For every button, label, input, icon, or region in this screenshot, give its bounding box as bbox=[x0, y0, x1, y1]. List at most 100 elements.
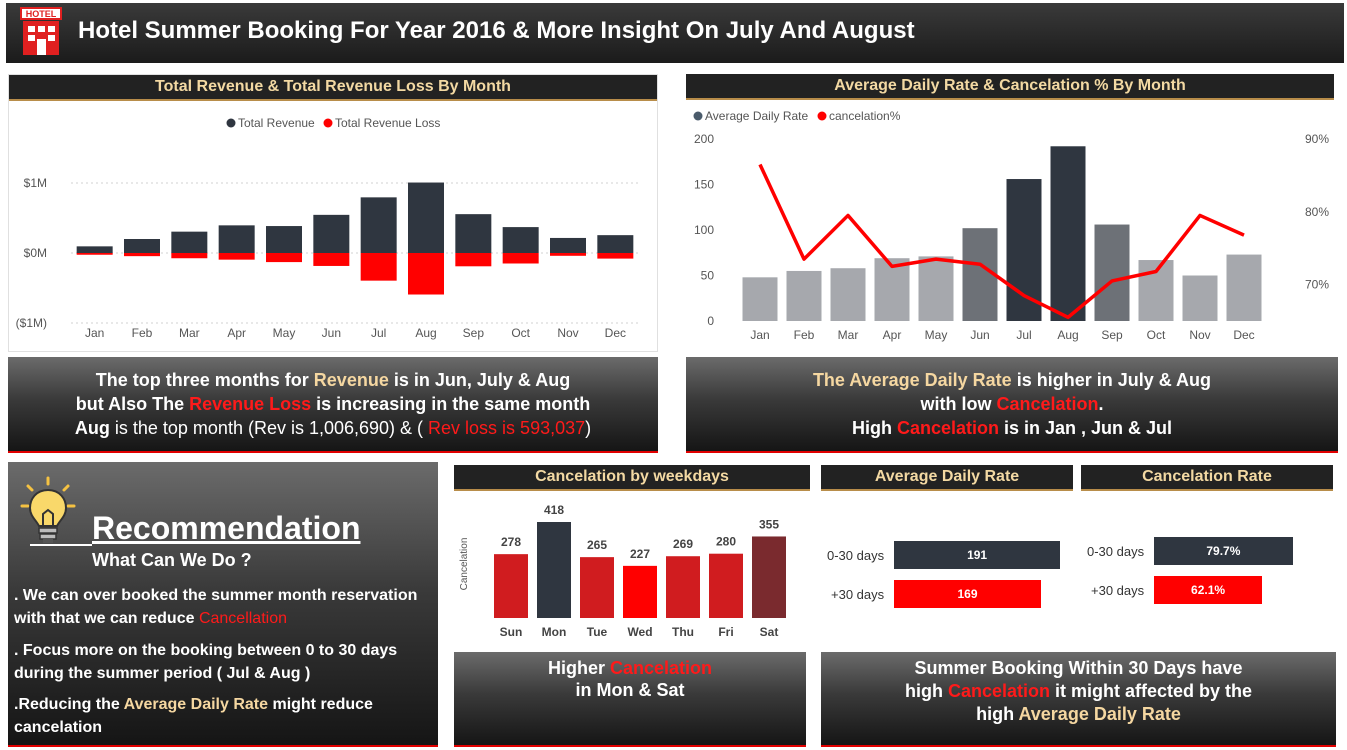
adr-bar-Dec bbox=[1226, 254, 1262, 321]
adr-xtick-Nov: Nov bbox=[1189, 328, 1210, 342]
page-title: Hotel Summer Booking For Year 2016 & Mor… bbox=[78, 17, 915, 44]
adr-y2tick-label: 80% bbox=[1305, 205, 1329, 219]
revenue-bar-Jul bbox=[360, 197, 397, 253]
adr-ytick-label: 0 bbox=[707, 314, 714, 328]
adr-xtick-Jun: Jun bbox=[970, 328, 989, 342]
revenue-bar-May bbox=[266, 226, 302, 253]
revenue-loss-bar-Feb bbox=[124, 253, 160, 257]
revenue-bar-Nov bbox=[550, 237, 586, 253]
revenue-xtick-Jan: Jan bbox=[85, 326, 104, 340]
revenue-loss-bar-Mar bbox=[171, 253, 208, 259]
revenue-xtick-May: May bbox=[273, 326, 296, 340]
adr-bar-Jan bbox=[742, 277, 778, 321]
legend-cancel-label: cancelation% bbox=[829, 109, 901, 123]
weekday-value-Wed: 227 bbox=[630, 547, 650, 561]
revenue-xtick-Sep: Sep bbox=[463, 326, 485, 340]
weekday-xtick-Tue: Tue bbox=[587, 625, 608, 639]
adr-panel: Average Daily Rate & Cancelation % By Mo… bbox=[686, 74, 1334, 352]
weekday-bar-Sun bbox=[494, 554, 528, 618]
adr-bar-Apr bbox=[874, 258, 910, 321]
revenue-bar-Aug bbox=[408, 182, 444, 253]
weekday-bar-Wed bbox=[623, 565, 657, 618]
revenue-bar-Jun bbox=[313, 214, 350, 253]
recommendation-point-3: .Reducing the Average Daily Rate might r… bbox=[14, 696, 373, 736]
revenue-xtick-Mar: Mar bbox=[179, 326, 200, 340]
lightbulb-icon bbox=[18, 476, 78, 546]
adr-days-value-0: 191 bbox=[967, 548, 988, 562]
revenue-chart: Total Revenue Total Revenue Loss $1M $0M ($1… bbox=[16, 116, 639, 340]
revenue-ytick-label: $0M bbox=[24, 246, 47, 260]
adr-panel-title: Average Daily Rate & Cancelation % By Mo… bbox=[686, 74, 1334, 100]
weekday-value-Sun: 278 bbox=[501, 535, 521, 549]
cancel-rate-label-1: +30 days bbox=[1091, 583, 1145, 598]
revenue-loss-bar-Nov bbox=[550, 253, 586, 256]
weekday-value-Thu: 269 bbox=[673, 537, 693, 551]
weekday-value-Mon: 418 bbox=[544, 503, 564, 517]
adr-xtick-Jul: Jul bbox=[1016, 328, 1031, 342]
adr-days-label-0: 0-30 days bbox=[827, 548, 885, 563]
legend-adr-label: Average Daily Rate bbox=[705, 109, 808, 123]
revenue-loss-bar-Sep bbox=[455, 253, 492, 267]
revenue-xtick-Dec: Dec bbox=[605, 326, 626, 340]
weekday-panel-title: Cancelation by weekdays bbox=[454, 465, 810, 491]
recommendation-subtitle: What Can We Do ? bbox=[92, 550, 252, 570]
adr-bar-Feb bbox=[786, 270, 822, 321]
adr-bar-Aug bbox=[1050, 146, 1086, 321]
revenue-bar-Feb bbox=[124, 239, 160, 253]
revenue-panel-title: Total Revenue & Total Revenue Loss By Mo… bbox=[9, 75, 657, 101]
revenue-ytick-label: ($1M) bbox=[16, 316, 47, 330]
revenue-bar-Sep bbox=[455, 214, 492, 253]
header-bar: HOTEL Hotel Summer Booking For Year 2016… bbox=[6, 3, 1344, 63]
adr-days-bar-0: 191 bbox=[894, 541, 1061, 569]
recommendation-panel: Recommendation What Can We Do ? . We can… bbox=[8, 462, 438, 747]
weekday-value-Fri: 280 bbox=[716, 535, 736, 549]
legend-revenue-label: Total Revenue bbox=[238, 116, 315, 130]
legend-revenue-loss-label: Total Revenue Loss bbox=[335, 116, 440, 130]
adr-bar-Mar bbox=[830, 268, 866, 321]
adr-xtick-Oct: Oct bbox=[1147, 328, 1166, 342]
recommendation-point-1: . We can over booked the summer month re… bbox=[14, 587, 418, 627]
adr-bar-Nov bbox=[1182, 275, 1218, 321]
weekday-bar-Mon bbox=[537, 522, 571, 618]
adr-ytick-label: 200 bbox=[694, 132, 714, 146]
adr-days-value-1: 169 bbox=[957, 587, 978, 601]
revenue-loss-bar-Jun bbox=[313, 253, 350, 266]
weekday-bar-Fri bbox=[709, 553, 743, 618]
revenue-loss-bar-Jan bbox=[76, 253, 113, 255]
revenue-bar-Apr bbox=[218, 225, 255, 253]
cancel-rate-value-1: 62.1% bbox=[1191, 583, 1226, 597]
weekday-xtick-Sat: Sat bbox=[760, 625, 779, 639]
hotel-icon: HOTEL bbox=[18, 7, 64, 57]
adr-xtick-May: May bbox=[925, 328, 948, 342]
legend-revenue-dot bbox=[226, 118, 236, 128]
adr-bar-Sep bbox=[1094, 224, 1130, 321]
weekday-value-Sat: 355 bbox=[759, 517, 779, 531]
revenue-loss-bar-Apr bbox=[218, 253, 255, 260]
recommendation-point-2: . Focus more on the booking between 0 to… bbox=[14, 642, 398, 682]
weekday-xtick-Sun: Sun bbox=[500, 625, 523, 639]
weekday-bar-Tue bbox=[580, 557, 614, 618]
adr-ytick-label: 50 bbox=[701, 269, 715, 283]
revenue-xtick-Feb: Feb bbox=[132, 326, 153, 340]
revenue-bar-Mar bbox=[171, 231, 208, 253]
adr-y2tick-label: 70% bbox=[1305, 278, 1329, 292]
revenue-loss-bar-Oct bbox=[502, 253, 539, 264]
revenue-xtick-Oct: Oct bbox=[511, 326, 530, 340]
revenue-xtick-Aug: Aug bbox=[415, 326, 436, 340]
adr-xtick-Dec: Dec bbox=[1233, 328, 1254, 342]
adr-chart: Average Daily Rate cancelation% 0 50 100 150 2… bbox=[693, 109, 1329, 342]
adr-days-chart: 0-30 days 191 +30 days 169 bbox=[821, 530, 1073, 620]
revenue-loss-bar-Jul bbox=[360, 253, 397, 281]
legend-cancel-dot bbox=[817, 111, 827, 121]
weekday-insight: Higher Cancelation in Mon & Sat bbox=[454, 652, 806, 747]
adr-xtick-Mar: Mar bbox=[838, 328, 859, 342]
cancel-rate-bar-1: 62.1% bbox=[1154, 576, 1263, 604]
weekday-chart: Cancelation 278 Sun 418 Mon 265 Tue 227 Wed 269 Th… bbox=[459, 503, 786, 639]
cancel-rate-value-0: 79.7% bbox=[1206, 544, 1241, 558]
adr-y2tick-label: 90% bbox=[1305, 132, 1329, 146]
adr-xtick-Feb: Feb bbox=[794, 328, 815, 342]
revenue-xtick-Jun: Jun bbox=[322, 326, 341, 340]
weekday-bar-Sat bbox=[752, 536, 786, 618]
weekday-bar-Thu bbox=[666, 556, 700, 618]
legend-revenue-loss-dot bbox=[323, 118, 333, 128]
